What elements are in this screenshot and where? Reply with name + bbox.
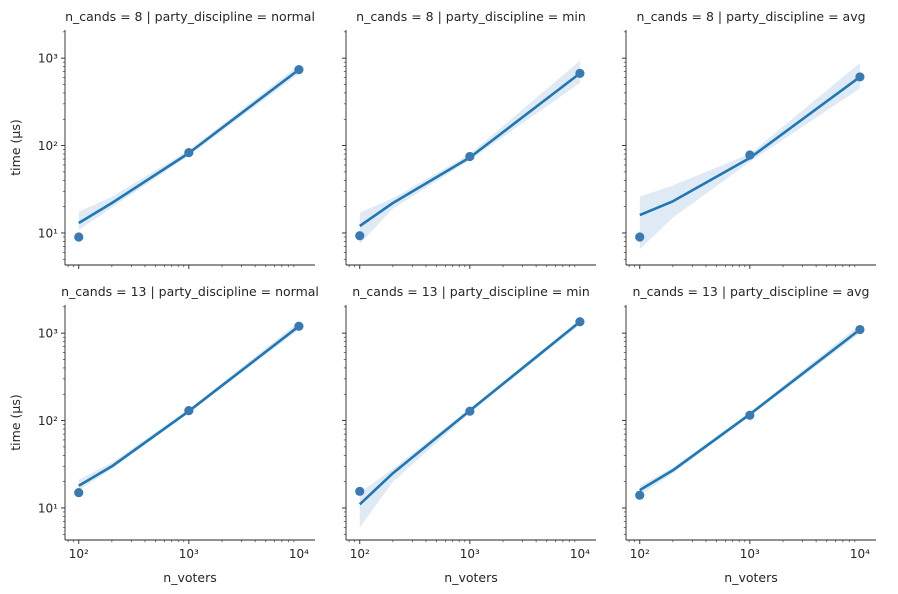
panel-title: n_cands = 13 | party_discipline = min bbox=[352, 284, 590, 299]
data-point bbox=[635, 232, 645, 242]
y-tick-label: 10² bbox=[38, 414, 58, 428]
x-tick-label: 10² bbox=[630, 547, 650, 561]
x-tick-label: 10² bbox=[69, 547, 89, 561]
data-point bbox=[465, 151, 475, 162]
regression-line bbox=[639, 75, 861, 217]
panel-title: n_cands = 13 | party_discipline = avg bbox=[632, 284, 869, 299]
x-axis-label: n_voters bbox=[444, 570, 497, 585]
facet-panel-4: n_cands = 13 | party_discipline = normal… bbox=[8, 284, 319, 585]
facet-panel-1: n_cands = 8 | party_discipline = normal 1… bbox=[8, 9, 315, 269]
data-point bbox=[74, 487, 84, 498]
data-point bbox=[294, 321, 304, 331]
data-point bbox=[635, 490, 645, 500]
regression-line bbox=[358, 320, 581, 506]
facet-panel-3: n_cands = 8 | party_discipline = avg bbox=[622, 9, 876, 269]
x-tick-label: 10⁴ bbox=[850, 547, 870, 561]
facet-panel-2: n_cands = 8 | party_discipline = min bbox=[342, 9, 596, 269]
data-point bbox=[855, 72, 865, 82]
data-point bbox=[294, 64, 304, 75]
data-point bbox=[184, 406, 194, 416]
confidence-band bbox=[78, 321, 299, 491]
data-point bbox=[355, 231, 365, 241]
regression-line bbox=[639, 328, 861, 492]
x-tick-label: 10⁴ bbox=[570, 547, 590, 561]
data-point bbox=[184, 148, 194, 158]
regression-line bbox=[359, 72, 581, 228]
panel-title: n_cands = 8 | party_discipline = avg bbox=[636, 9, 865, 24]
facet-panel-6: n_cands = 13 | party_discipline = avg 10²… bbox=[622, 284, 876, 585]
confidence-band bbox=[639, 324, 860, 496]
regression-line bbox=[78, 325, 300, 487]
x-axis-label: n_voters bbox=[724, 570, 777, 585]
x-tick-label: 10² bbox=[350, 547, 370, 561]
x-tick-label: 10³ bbox=[460, 547, 480, 561]
y-tick-label: 10¹ bbox=[38, 226, 58, 240]
regression-line bbox=[78, 68, 300, 225]
y-tick-label: 10² bbox=[38, 139, 58, 153]
data-point bbox=[465, 406, 475, 416]
x-tick-label: 10³ bbox=[179, 547, 199, 561]
data-point bbox=[575, 68, 585, 78]
data-point bbox=[855, 324, 865, 335]
data-point bbox=[575, 317, 585, 327]
panel-title: n_cands = 8 | party_discipline = min bbox=[356, 9, 586, 24]
data-point bbox=[745, 410, 755, 420]
data-point bbox=[74, 232, 84, 242]
facet-panels: n_cands = 8 | party_discipline = normal 1… bbox=[8, 9, 876, 585]
x-axis-label: n_voters bbox=[163, 570, 216, 585]
data-point bbox=[355, 486, 365, 496]
facet-panel-5: n_cands = 13 | party_discipline = min 10²… bbox=[342, 284, 596, 585]
y-tick-label: 10¹ bbox=[38, 501, 58, 515]
y-tick-label: 10³ bbox=[38, 327, 58, 341]
panel-title: n_cands = 8 | party_discipline = normal bbox=[65, 9, 315, 24]
y-axis-label: time (µs) bbox=[8, 119, 23, 175]
x-tick-label: 10⁴ bbox=[289, 547, 309, 561]
x-tick-label: 10³ bbox=[740, 547, 760, 561]
y-axis-label: time (µs) bbox=[8, 394, 23, 450]
data-point bbox=[745, 150, 755, 160]
y-tick-label: 10³ bbox=[38, 52, 58, 66]
panel-title: n_cands = 13 | party_discipline = normal bbox=[61, 284, 319, 299]
